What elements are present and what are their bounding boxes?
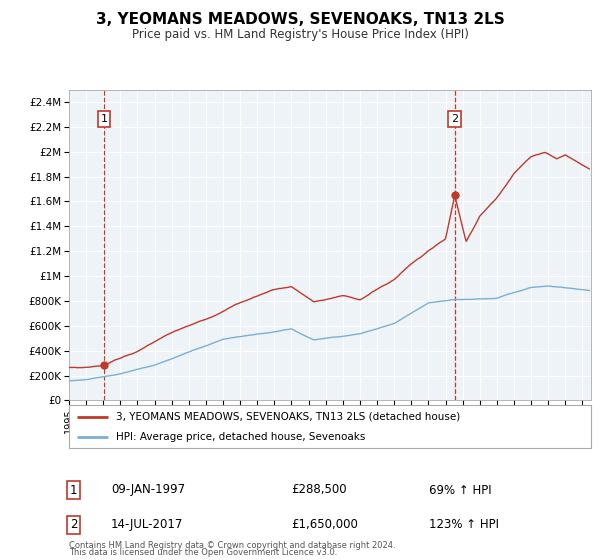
Text: HPI: Average price, detached house, Sevenoaks: HPI: Average price, detached house, Seve… [116, 432, 365, 441]
Text: 09-JAN-1997: 09-JAN-1997 [111, 483, 185, 497]
Text: £1,650,000: £1,650,000 [291, 518, 358, 531]
Text: 3, YEOMANS MEADOWS, SEVENOAKS, TN13 2LS: 3, YEOMANS MEADOWS, SEVENOAKS, TN13 2LS [95, 12, 505, 27]
Text: 2: 2 [451, 114, 458, 124]
Text: 1: 1 [100, 114, 107, 124]
Text: 69% ↑ HPI: 69% ↑ HPI [429, 483, 491, 497]
Text: 14-JUL-2017: 14-JUL-2017 [111, 518, 184, 531]
Text: This data is licensed under the Open Government Licence v3.0.: This data is licensed under the Open Gov… [69, 548, 337, 557]
Text: £288,500: £288,500 [291, 483, 347, 497]
Text: 123% ↑ HPI: 123% ↑ HPI [429, 518, 499, 531]
Text: Contains HM Land Registry data © Crown copyright and database right 2024.: Contains HM Land Registry data © Crown c… [69, 541, 395, 550]
Text: 1: 1 [70, 483, 77, 497]
Text: 3, YEOMANS MEADOWS, SEVENOAKS, TN13 2LS (detached house): 3, YEOMANS MEADOWS, SEVENOAKS, TN13 2LS … [116, 412, 460, 422]
Text: Price paid vs. HM Land Registry's House Price Index (HPI): Price paid vs. HM Land Registry's House … [131, 28, 469, 41]
Text: 2: 2 [70, 518, 77, 531]
